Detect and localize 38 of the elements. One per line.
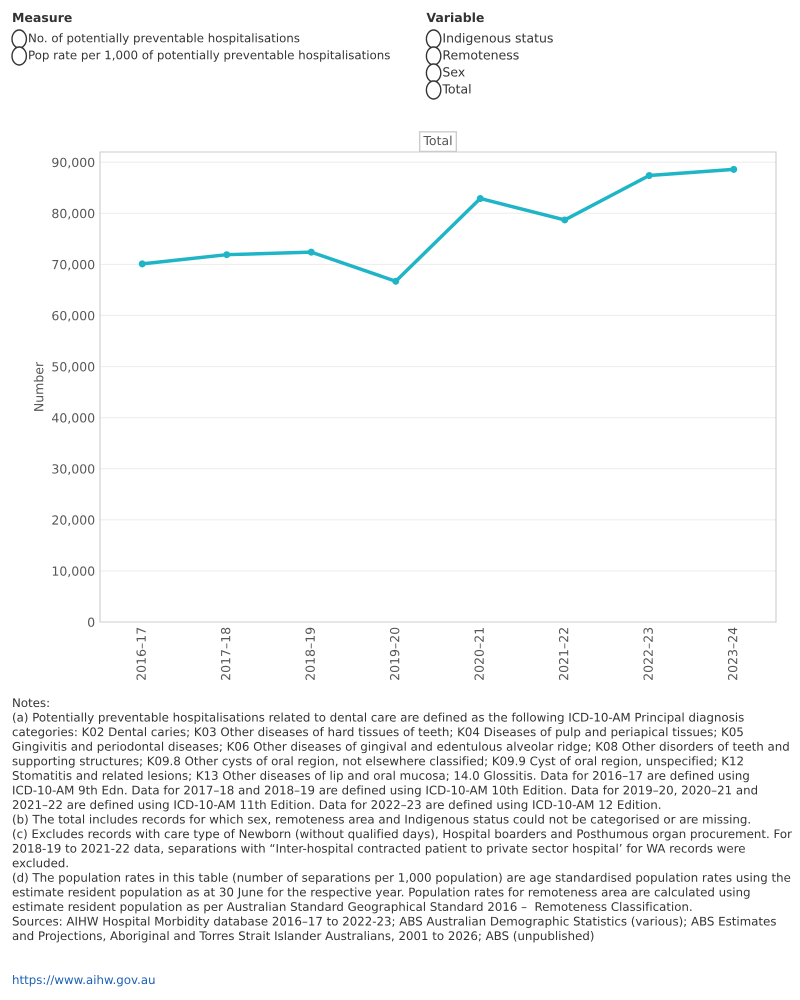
text: Notes: (a) Potentially preventable hospitalisations related to dental care are defined as the following ICD-10-AM Principal diagnosis categories: K02 Dental caries; K03 Other diseases of hard tissues of teeth; K04 Diseases of pulp and periapical tissues; K05 Gingivitis and periodontal diseases; K06 Other diseases of gingival and edentulous alveolar ridge; K08 Other disorders of teeth and supporting structures; K09.8 Other cysts of oral region, not elsewhere classified; K09.9 Cyst of oral region, unspecified; K12 Stomatitis and related lesions; K13 Other diseases of lip and oral mucosa; 14.0 Glossitis. Data for 2016–17 are defined using ICD-10-AM 9th Edn. Data for 2017–18 and 2018–19 are defined using ICD-10-AM 10th Edition. Data for 2019–20, 2020–21 and 2021–22 are defined using ICD-10-AM 11th Edition. Data for 2022–23 are defined using ICD-10-AM 12 Edition. (b) The total includes records for which sex, remoteness area and Indigenous status could not be categorised or are missing. (c) Excludes records with care type of Newborn (without qualified days), Hospital boarders and Posthumous organ procurement. For 2018-19 to 2021-22 data, separations with “Inter-hospital contracted patient to private sector hospital’ for WA records were excluded. (d) The population rates in this table (number of separations per 1,000 population) are age standardised population rates using the estimate resident population as at 30 June for the respective year. Population rates for remoteness area are calculated using estimate resident population as per Australian Standard Geographical Standard 2016 – Remoteness Classification. Sources: AIHW Hospital Morbidity database 2016–17 to 2022-23; ABS Australian Demographic Statistics (various); ABS Estimates and Projections, Aboriginal and Torres Strait Islander Australians, 2001 to 2026; ABS (unpublished) — [12, 698, 792, 942]
y-tick-label: 70,000 — [52, 260, 94, 271]
x-tick-label: 2016–17 — [136, 628, 146, 680]
point — [561, 216, 568, 224]
point — [730, 166, 738, 173]
point — [308, 248, 315, 256]
y-tick-label: 30,000 — [52, 464, 94, 475]
y-tick-label: 60,000 — [52, 310, 94, 322]
text: Total — [442, 84, 470, 94]
y-tick-label: 10,000 — [52, 566, 94, 578]
text: Indigenous status — [444, 32, 553, 46]
y-tick-label: 90,000 — [52, 158, 94, 168]
y-tick-label: 20,000 — [52, 515, 94, 526]
x-tick-label: 2017–18 — [220, 628, 230, 680]
point — [646, 172, 653, 179]
point — [476, 195, 484, 202]
x-tick-label: 2020–21 — [474, 628, 484, 680]
x-tick-label: 2021–22 — [558, 628, 568, 680]
text: Measure — [13, 12, 72, 22]
y-tick-label: 40,000 — [52, 413, 94, 424]
text: Sex — [443, 67, 465, 77]
y-tick-label: 0 — [88, 617, 94, 627]
point — [392, 278, 400, 285]
x-tick-label: 2023–24 — [728, 628, 738, 680]
text: Variable — [426, 12, 484, 22]
text: Pop rate per 1,000 of potentially preventable hospitalisations — [29, 50, 390, 62]
point — [138, 260, 146, 268]
y-axis-title: Number — [34, 362, 44, 411]
text: https://www.aihw.gov.au — [13, 975, 154, 986]
point — [223, 251, 230, 258]
text: Remoteness — [444, 50, 519, 60]
text: No. of potentially preventable hospitalisations — [29, 33, 300, 45]
x-tick-label: 2019–20 — [390, 628, 400, 680]
chart-title: Total — [423, 136, 452, 146]
y-tick-label: 50,000 — [52, 362, 94, 373]
x-tick-label: 2018–19 — [305, 628, 315, 680]
y-tick-label: 80,000 — [52, 208, 94, 220]
x-tick-label: 2022–23 — [643, 628, 653, 680]
